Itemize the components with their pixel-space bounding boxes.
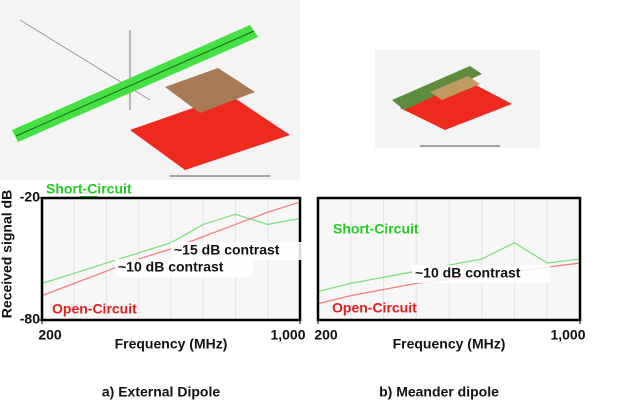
series-label: Open-Circuit [52, 301, 137, 317]
annotation-bg [171, 242, 309, 260]
render-meander-dipole [375, 50, 540, 148]
y-axis-label: Received signal dB [0, 190, 15, 318]
render-external-dipole [0, 0, 300, 180]
x-axis-label: Frequency (MHz) [393, 336, 506, 352]
series-label: Short-Circuit [333, 221, 419, 237]
annotation: ~10 dB contrast [415, 265, 521, 281]
x-tick-label: 1,000 [550, 327, 585, 343]
annotation: ~15 dB contrast [174, 242, 280, 258]
caption: a) External Dipole [102, 384, 220, 400]
x-tick-label: 200 [314, 327, 338, 343]
series-label: Short-Circuit [46, 181, 132, 197]
annotation-bg [412, 265, 550, 283]
x-tick-label: 1,000 [270, 327, 305, 343]
caption: b) Meander dipole [379, 384, 499, 400]
x-tick-label: 200 [38, 327, 62, 343]
y-tick-label: -20 [20, 189, 40, 205]
plot-frame [316, 196, 582, 322]
annotation: ~10 dB contrast [118, 259, 224, 275]
x-axis-label: Frequency (MHz) [115, 336, 228, 352]
series-label: Open-Circuit [332, 300, 417, 316]
y-tick-label: -80 [20, 311, 40, 327]
annotation-bg [115, 259, 253, 277]
